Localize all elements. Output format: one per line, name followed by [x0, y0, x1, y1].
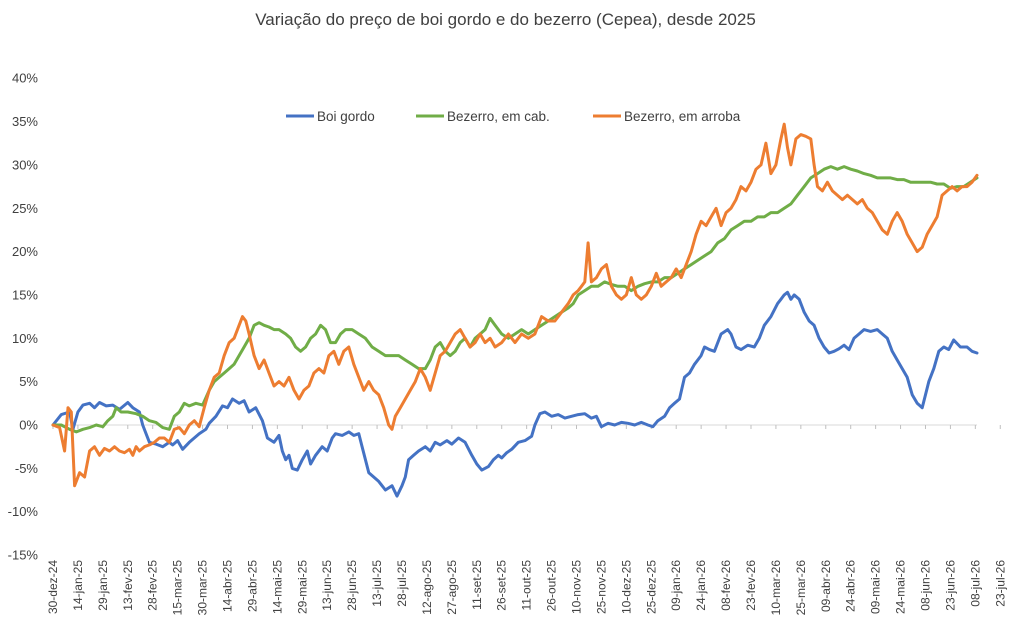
- x-tick-label: 08-jul-26: [968, 560, 982, 607]
- x-tick-label: 08-jun-26: [918, 560, 932, 611]
- chart-title: Variação do preço de boi gordo e do beze…: [255, 10, 756, 29]
- x-tick-label: 23-jul-26: [993, 560, 1007, 607]
- x-tick-label: 24-mai-26: [894, 560, 908, 614]
- x-tick-label: 28-jul-25: [395, 560, 409, 607]
- x-tick-label: 23-jun-26: [943, 560, 957, 611]
- x-tick-label: 23-fev-26: [744, 560, 758, 611]
- x-tick-label: 08-fev-26: [719, 560, 733, 611]
- y-tick-label: 25%: [12, 201, 38, 216]
- x-tick-label: 29-mai-25: [295, 560, 309, 614]
- x-tick-label: 11-set-25: [470, 560, 484, 610]
- legend-label: Boi gordo: [317, 109, 375, 124]
- x-tick-label: 25-dez-25: [644, 560, 658, 614]
- y-tick-label: 40%: [12, 71, 38, 86]
- x-tick-label: 29-jan-25: [96, 560, 110, 611]
- x-tick-label: 13-jul-25: [370, 560, 384, 607]
- y-tick-label: -10%: [8, 504, 39, 519]
- x-tick-label: 28-jun-25: [345, 560, 359, 611]
- x-tick-label: 26-out-25: [545, 560, 559, 612]
- x-tick-label: 15-mar-25: [171, 560, 185, 616]
- series-line-3: [51, 122, 979, 488]
- legend-label: Bezerro, em arroba: [624, 109, 741, 124]
- legend-label: Bezerro, em cab.: [447, 109, 550, 124]
- x-tick-label: 29-abr-25: [245, 560, 259, 612]
- x-tick-label: 10-mar-26: [769, 560, 783, 616]
- y-tick-label: 20%: [12, 244, 38, 259]
- x-tick-label: 27-ago-25: [445, 560, 459, 615]
- series-lines: [51, 122, 979, 498]
- y-tick-label: 0%: [19, 418, 38, 433]
- x-tick-label: 30-mar-25: [196, 560, 210, 616]
- x-tick-label: 13-jun-25: [320, 560, 334, 611]
- y-tick-label: 35%: [12, 114, 38, 129]
- y-tick-label: -15%: [8, 548, 39, 563]
- y-axis: -15% -10% -5% 0% 5% 10% 15% 20% 25% 30% 35% 40%: [8, 71, 39, 563]
- series-line-2: [51, 165, 979, 434]
- x-tick-label: 10-nov-25: [569, 560, 583, 614]
- x-tick-label: 24-jan-26: [694, 560, 708, 611]
- x-tick-label: 30-dez-24: [46, 560, 60, 614]
- x-tick-label: 26-set-25: [495, 560, 509, 611]
- x-tick-label: 09-jan-26: [669, 560, 683, 611]
- y-tick-label: 15%: [12, 287, 38, 302]
- x-tick-label: 13-fev-25: [121, 560, 135, 611]
- y-tick-label: 5%: [19, 374, 38, 389]
- legend: Boi gordo Bezerro, em cab. Bezerro, em arr…: [286, 109, 741, 124]
- series-line-1: [51, 290, 979, 498]
- x-tick-label: 25-nov-25: [594, 560, 608, 614]
- x-tick-label: 14-jan-25: [71, 560, 85, 611]
- y-tick-label: -5%: [15, 461, 39, 476]
- x-tick-label: 09-abr-26: [819, 560, 833, 612]
- x-tick-label: 10-dez-25: [619, 560, 633, 614]
- x-axis: 30-dez-24 14-jan-25 29-jan-25 13-fev-25 28-f…: [46, 424, 1007, 616]
- x-tick-label: 24-abr-26: [844, 560, 858, 612]
- x-tick-label: 14-mai-25: [270, 560, 284, 614]
- x-tick-label: 09-mai-26: [869, 560, 883, 614]
- x-tick-label: 14-abr-25: [220, 560, 234, 612]
- y-tick-label: 10%: [12, 331, 38, 346]
- x-tick-label: 11-out-25: [520, 560, 534, 611]
- x-tick-label: 28-fev-25: [146, 560, 160, 611]
- x-tick-label: 12-ago-25: [420, 560, 434, 615]
- y-tick-label: 30%: [12, 157, 38, 172]
- x-tick-label: 25-mar-26: [794, 560, 808, 616]
